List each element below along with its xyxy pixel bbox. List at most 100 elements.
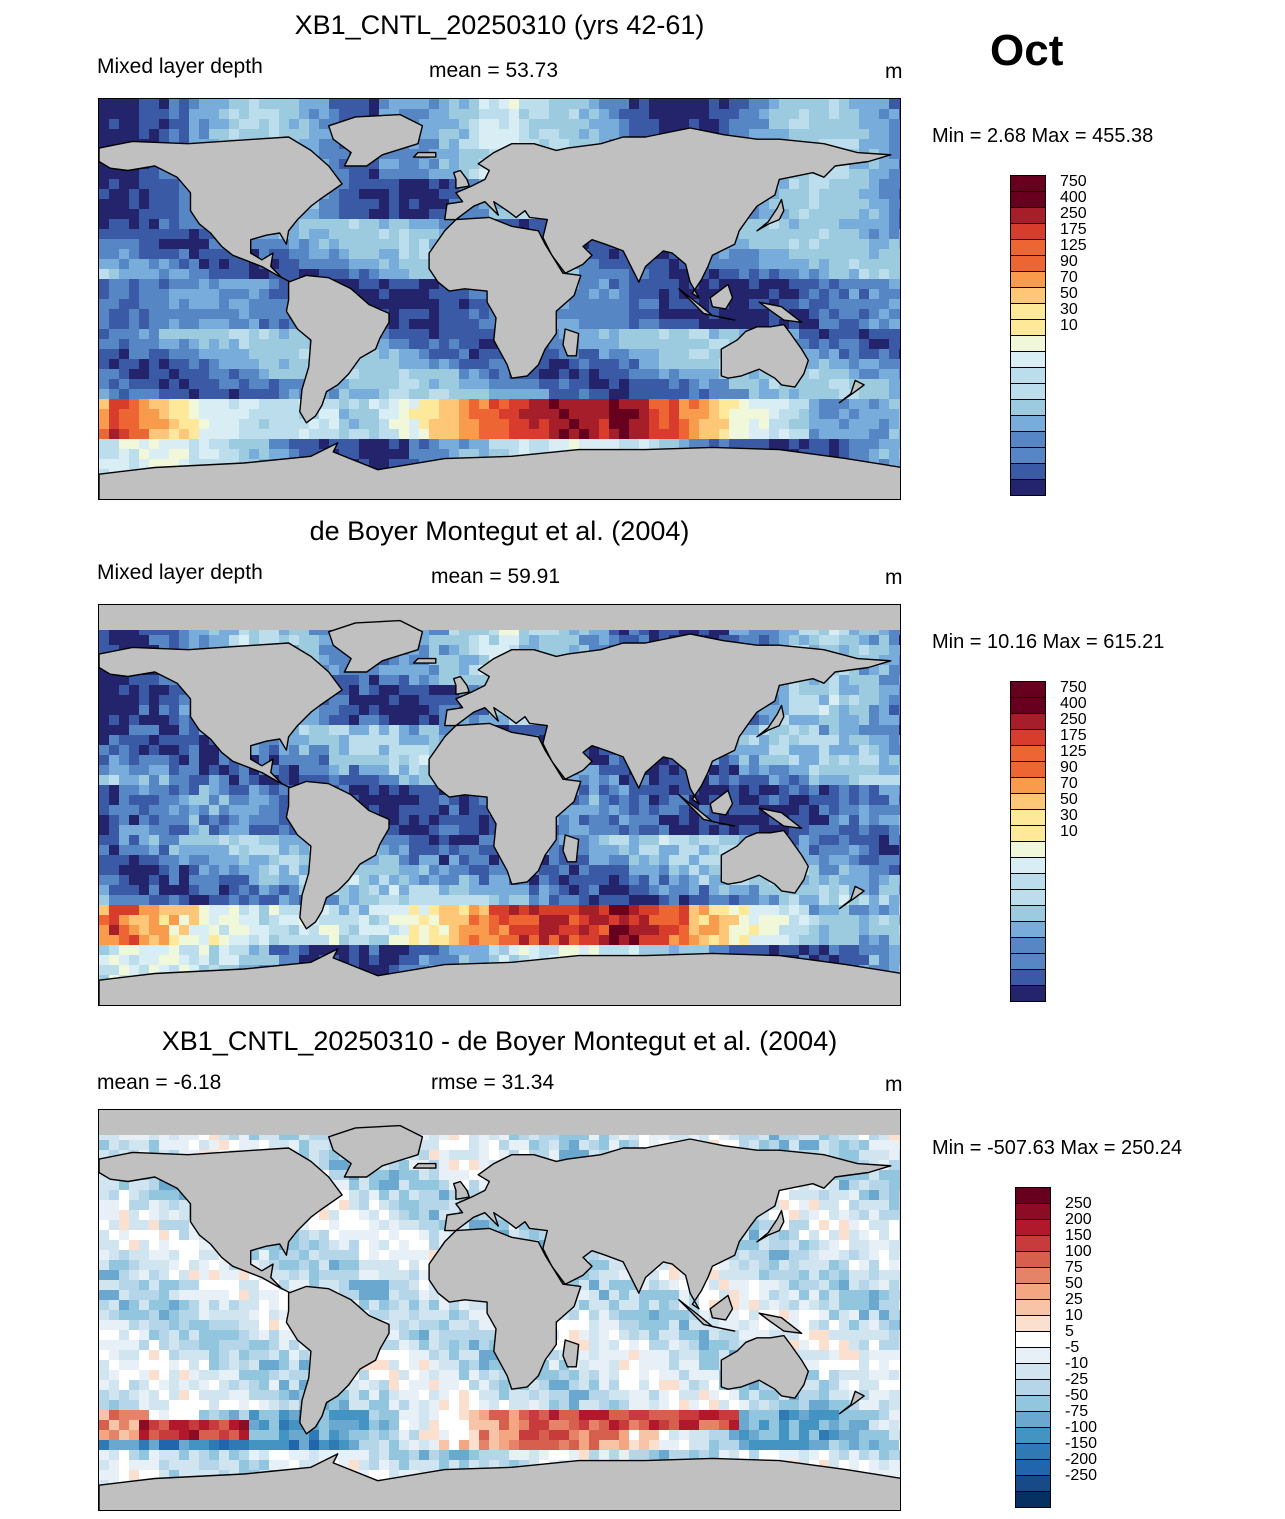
colorbar-swatch [1010,857,1046,874]
colorbar-swatch [1010,905,1046,922]
panel-diff-minmax: Min = -507.63 Max = 250.24 [932,1137,1183,1159]
landmass-uk [453,675,470,695]
landmass-greenland [328,113,424,167]
masked-polar-region [99,605,900,630]
colorbar-tick-label: 25 [1065,1291,1083,1308]
colorbar-swatch [1015,1363,1051,1380]
panel-diff-colorbar: 250 200 150 100 75 50 25 10 5 -5 -10 -25 -50 -75 -100-… [1015,1187,1097,1508]
panel-model-units: m [885,60,903,83]
colorbar-swatch [1015,1459,1051,1476]
colorbar-tick-label: 175 [1060,221,1087,238]
landmass-madagascar [562,328,580,357]
landmass-madagascar [562,834,580,863]
colorbar-swatch [1010,335,1046,352]
landmass-eurasia [444,1138,892,1310]
landmass-antarctica [99,442,900,499]
landmass-africa [428,216,582,379]
colorbar-swatch [1010,729,1046,746]
colorbar-swatch [1015,1379,1051,1396]
landmass-antarctica [99,948,900,1005]
colorbar-tick-label: -10 [1065,1355,1089,1372]
landmass-iceland [412,1162,437,1169]
colorbar-swatch [1010,777,1046,794]
colorbar-tick-label: -200 [1065,1451,1098,1468]
colorbar-tick-label: 10 [1065,1307,1083,1324]
colorbar-swatch [1010,479,1046,496]
landmass-indonesia [678,288,736,321]
landmass-north-america [99,136,343,283]
colorbar-swatch [1010,809,1046,826]
landmass-south-america [285,1285,390,1435]
colorbar-swatch [1010,175,1046,192]
colorbar-swatch [1015,1475,1051,1492]
colorbar-swatch [1015,1443,1051,1460]
colorbar-tick-label: 250 [1060,205,1087,222]
colorbar-swatch [1010,873,1046,890]
colorbar-swatch [1015,1219,1051,1236]
landmass-japan [756,1209,785,1243]
landmass-north-america [99,642,343,789]
landmass-borneo [709,789,734,816]
landmass-greenland [328,1124,424,1178]
colorbar-tick-label: 100 [1065,1243,1092,1260]
landmass-new-zealand [838,379,865,404]
landmass-new-guinea [758,301,803,323]
colorbar-swatch [1010,745,1046,762]
colorbar-swatch [1010,697,1046,714]
colorbar-swatch [1010,969,1046,986]
colorbar-tick-label: 10 [1060,317,1078,334]
landmass-australia [720,829,809,894]
panel-obs-mean: mean = 59.91 [431,565,561,588]
panel-obs-minmax: Min = 10.16 Max = 615.21 [932,631,1165,653]
landmass-south-america [285,780,390,930]
colorbar-swatch [1015,1235,1051,1252]
colorbar-tick-label: 70 [1060,775,1078,792]
colorbar-tick-label: 250 [1060,711,1087,728]
colorbar-swatch [1015,1491,1051,1508]
colorbar-swatch [1015,1283,1051,1300]
landmass-australia [720,323,809,388]
colorbar-swatch [1015,1299,1051,1316]
colorbar-swatch [1010,681,1046,698]
colorbar-tick-label: 400 [1060,695,1087,712]
panel-obs-left-text: Mixed layer depth [97,561,263,584]
landmass-indonesia [678,1299,736,1332]
colorbar-swatch [1010,713,1046,730]
panel-obs-colorbar: 750 400 250 175 125 90 70 50 30 10 [1010,679,1087,1002]
colorbar-swatch [1010,793,1046,810]
colorbar-tick-label: 250 [1065,1195,1092,1212]
landmass-south-america [285,274,390,424]
landmass-borneo [709,283,734,310]
panel-diff-map [98,1109,901,1511]
colorbar-swatch [1010,841,1046,858]
colorbar-tick-label: 125 [1060,237,1087,254]
landmass-north-america [99,1147,343,1294]
landmass-borneo [709,1294,734,1321]
landmass-uk [453,169,470,189]
landmass-antarctica [99,1453,900,1510]
colorbar-tick-label: 400 [1060,189,1087,206]
colorbar-swatch [1010,889,1046,906]
colorbar-swatch [1010,761,1046,778]
colorbar-tick-label: 70 [1060,269,1078,286]
colorbar-tick-label: 10 [1060,823,1078,840]
colorbar-swatch [1010,431,1046,448]
colorbar-tick-label: -75 [1065,1403,1089,1420]
colorbar-swatch [1015,1331,1051,1348]
colorbar-swatch [1010,351,1046,368]
colorbar-swatch [1015,1347,1051,1364]
colorbar-tick-label: 90 [1060,759,1078,776]
panel-model-title: XB1_CNTL_20250310 (yrs 42-61) [294,10,705,40]
panel-diff-mean: mean = -6.18 [97,1071,222,1094]
masked-polar-region [99,1110,900,1135]
colorbar-tick-label: 750 [1060,173,1087,190]
colorbar-tick-label: -100 [1065,1419,1098,1436]
colorbar-tick-label: 50 [1060,285,1078,302]
landmass-africa [428,1227,582,1390]
colorbar-swatch [1010,953,1046,970]
panel-diff-rmse: rmse = 31.34 [431,1071,555,1094]
colorbar-tick-label: 175 [1060,727,1087,744]
landmass-eurasia [444,127,892,299]
colorbar-swatch [1010,415,1046,432]
colorbar-tick-label: 75 [1065,1259,1083,1276]
